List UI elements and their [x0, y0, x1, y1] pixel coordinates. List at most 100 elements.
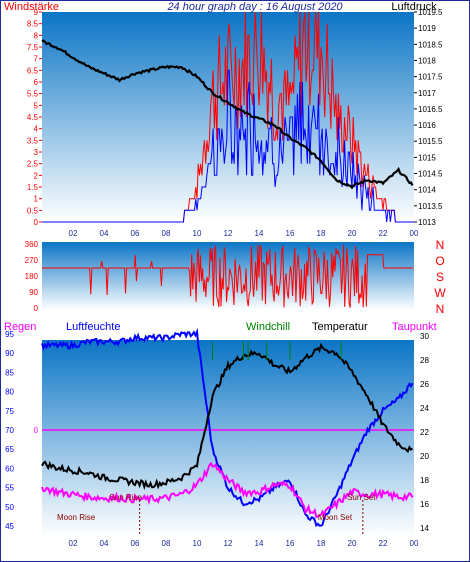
humidity-tick-label: 85: [5, 368, 14, 377]
temperature-tick-label: 22: [420, 428, 429, 437]
humidity-tick-label: 80: [5, 388, 14, 397]
pressure-label: Luftdruck: [391, 1, 437, 13]
direction-tick-label: 270: [25, 256, 39, 265]
time-tick-label-bottom: 18: [317, 539, 326, 548]
time-tick-label-bottom: 12: [224, 539, 233, 548]
time-tick-label-bottom: 20: [348, 539, 357, 548]
wind-tick-label: 9: [34, 8, 39, 17]
time-tick-label: 02: [69, 229, 78, 238]
humidity-tick-label: 95: [5, 330, 14, 339]
compass-label: W: [434, 286, 446, 300]
windchill-label: Windchill: [246, 321, 290, 333]
pressure-series: [41, 39, 414, 190]
humidity-series: [41, 327, 414, 528]
time-tick-label-bottom: 04: [100, 539, 109, 548]
direction-tick-label: 90: [29, 288, 38, 297]
sun-set-label: Sun Set: [347, 493, 376, 502]
direction-tick-label: 180: [25, 272, 39, 281]
temperature-tick-label: 28: [420, 356, 429, 365]
humidity-label: Luftfeuchte: [66, 321, 120, 333]
pressure-tick-label: 1019: [418, 24, 436, 33]
direction-series: [42, 244, 414, 308]
dewpoint-label: Taupunkt: [392, 321, 437, 333]
pressure-tick-label: 1016.5: [418, 105, 443, 114]
wind-tick-label: 0: [34, 218, 39, 227]
temperature-tick-label: 16: [420, 500, 429, 509]
wind-tick-label: 5: [34, 101, 39, 110]
temperature-label: Temperatur: [312, 321, 368, 333]
temperature-tick-label: 26: [420, 380, 429, 389]
time-tick-label: 00: [410, 229, 419, 238]
time-tick-label-bottom: 10: [193, 539, 202, 548]
humidity-tick-label: 50: [5, 503, 14, 512]
wind-tick-label: 2: [34, 171, 39, 180]
pressure-tick-label: 1015.5: [418, 137, 443, 146]
pressure-tick-label: 1018.5: [418, 40, 443, 49]
temperature-tick-label: 14: [420, 524, 429, 533]
wind-label: Windstärke: [4, 1, 59, 13]
humidity-temperature-plot-area: [42, 340, 414, 536]
humidity-tick-label: 45: [5, 522, 14, 531]
humidity-tick-label: 75: [5, 407, 14, 416]
pressure-tick-label: 1017.5: [418, 73, 443, 82]
time-tick-label: 06: [131, 229, 140, 238]
humidity-tick-label: 65: [5, 445, 14, 454]
pressure-tick-label: 1013: [418, 218, 436, 227]
wind-tick-label: 3.5: [27, 136, 39, 145]
wind-tick-label: 5.5: [27, 90, 39, 99]
time-tick-label: 08: [162, 229, 171, 238]
chart-title: 24 hour graph day : 16 August 2020: [166, 1, 343, 13]
wind-tick-label: 3: [34, 148, 39, 157]
time-tick-label-bottom: 06: [131, 539, 140, 548]
pressure-tick-label: 1018: [418, 56, 436, 65]
time-tick-label-bottom: 08: [162, 539, 171, 548]
pressure-tick-label: 1017: [418, 89, 436, 98]
direction-tick-label: 0: [34, 304, 39, 313]
wind-tick-label: 8.5: [27, 20, 39, 29]
wind-tick-label: 7.5: [27, 43, 39, 52]
pressure-tick-label: 1016: [418, 121, 436, 130]
wind-tick-label: 1: [34, 195, 39, 204]
time-tick-label-bottom: 02: [69, 539, 78, 548]
time-tick-label: 10: [193, 229, 202, 238]
time-tick-label-bottom: 00: [410, 539, 419, 548]
pressure-tick-label: 1013.5: [418, 202, 443, 211]
pressure-tick-label: 1014: [418, 186, 436, 195]
time-tick-label: 18: [317, 229, 326, 238]
wind-tick-label: 8: [34, 31, 39, 40]
time-tick-label-bottom: 14: [255, 539, 264, 548]
humidity-tick-label: 55: [5, 484, 14, 493]
moon-rise-label: Moon Rise: [57, 513, 96, 522]
wind-tick-label: 4: [34, 125, 39, 134]
compass-label: N: [436, 238, 445, 252]
wind-tick-label: 7: [34, 55, 39, 64]
temperature-tick-label: 20: [420, 452, 429, 461]
compass-label: S: [436, 270, 444, 284]
humidity-tick-label: 70: [5, 426, 14, 435]
time-tick-label-bottom: 16: [286, 539, 295, 548]
time-tick-label: 16: [286, 229, 295, 238]
rain-label: Regen: [4, 321, 36, 333]
direction-plot-area: [42, 242, 414, 310]
pressure-tick-label: 1019.5: [418, 8, 443, 17]
time-tick-label: 12: [224, 229, 233, 238]
wind-tick-label: 4.5: [27, 113, 39, 122]
time-tick-label: 14: [255, 229, 264, 238]
sun-rise-label: Sun Rise: [109, 493, 142, 502]
moon-set-label: Moon Set: [318, 513, 353, 522]
compass-label: N: [436, 302, 445, 316]
pressure-tick-label: 1015: [418, 153, 436, 162]
temperature-tick-label: 18: [420, 476, 429, 485]
time-tick-label-bottom: 22: [379, 539, 388, 548]
wind-tick-label: 0.5: [27, 206, 39, 215]
time-tick-label: 22: [379, 229, 388, 238]
humidity-tick-label: 90: [5, 349, 14, 358]
humidity-tick-label: 60: [5, 464, 14, 473]
temperature-series: [41, 342, 413, 491]
wind-tick-label: 2.5: [27, 160, 39, 169]
pressure-tick-label: 1014.5: [418, 170, 443, 179]
compass-label: O: [435, 254, 444, 268]
wind-tick-label: 6.5: [27, 66, 39, 75]
direction-tick-label: 360: [25, 240, 39, 249]
